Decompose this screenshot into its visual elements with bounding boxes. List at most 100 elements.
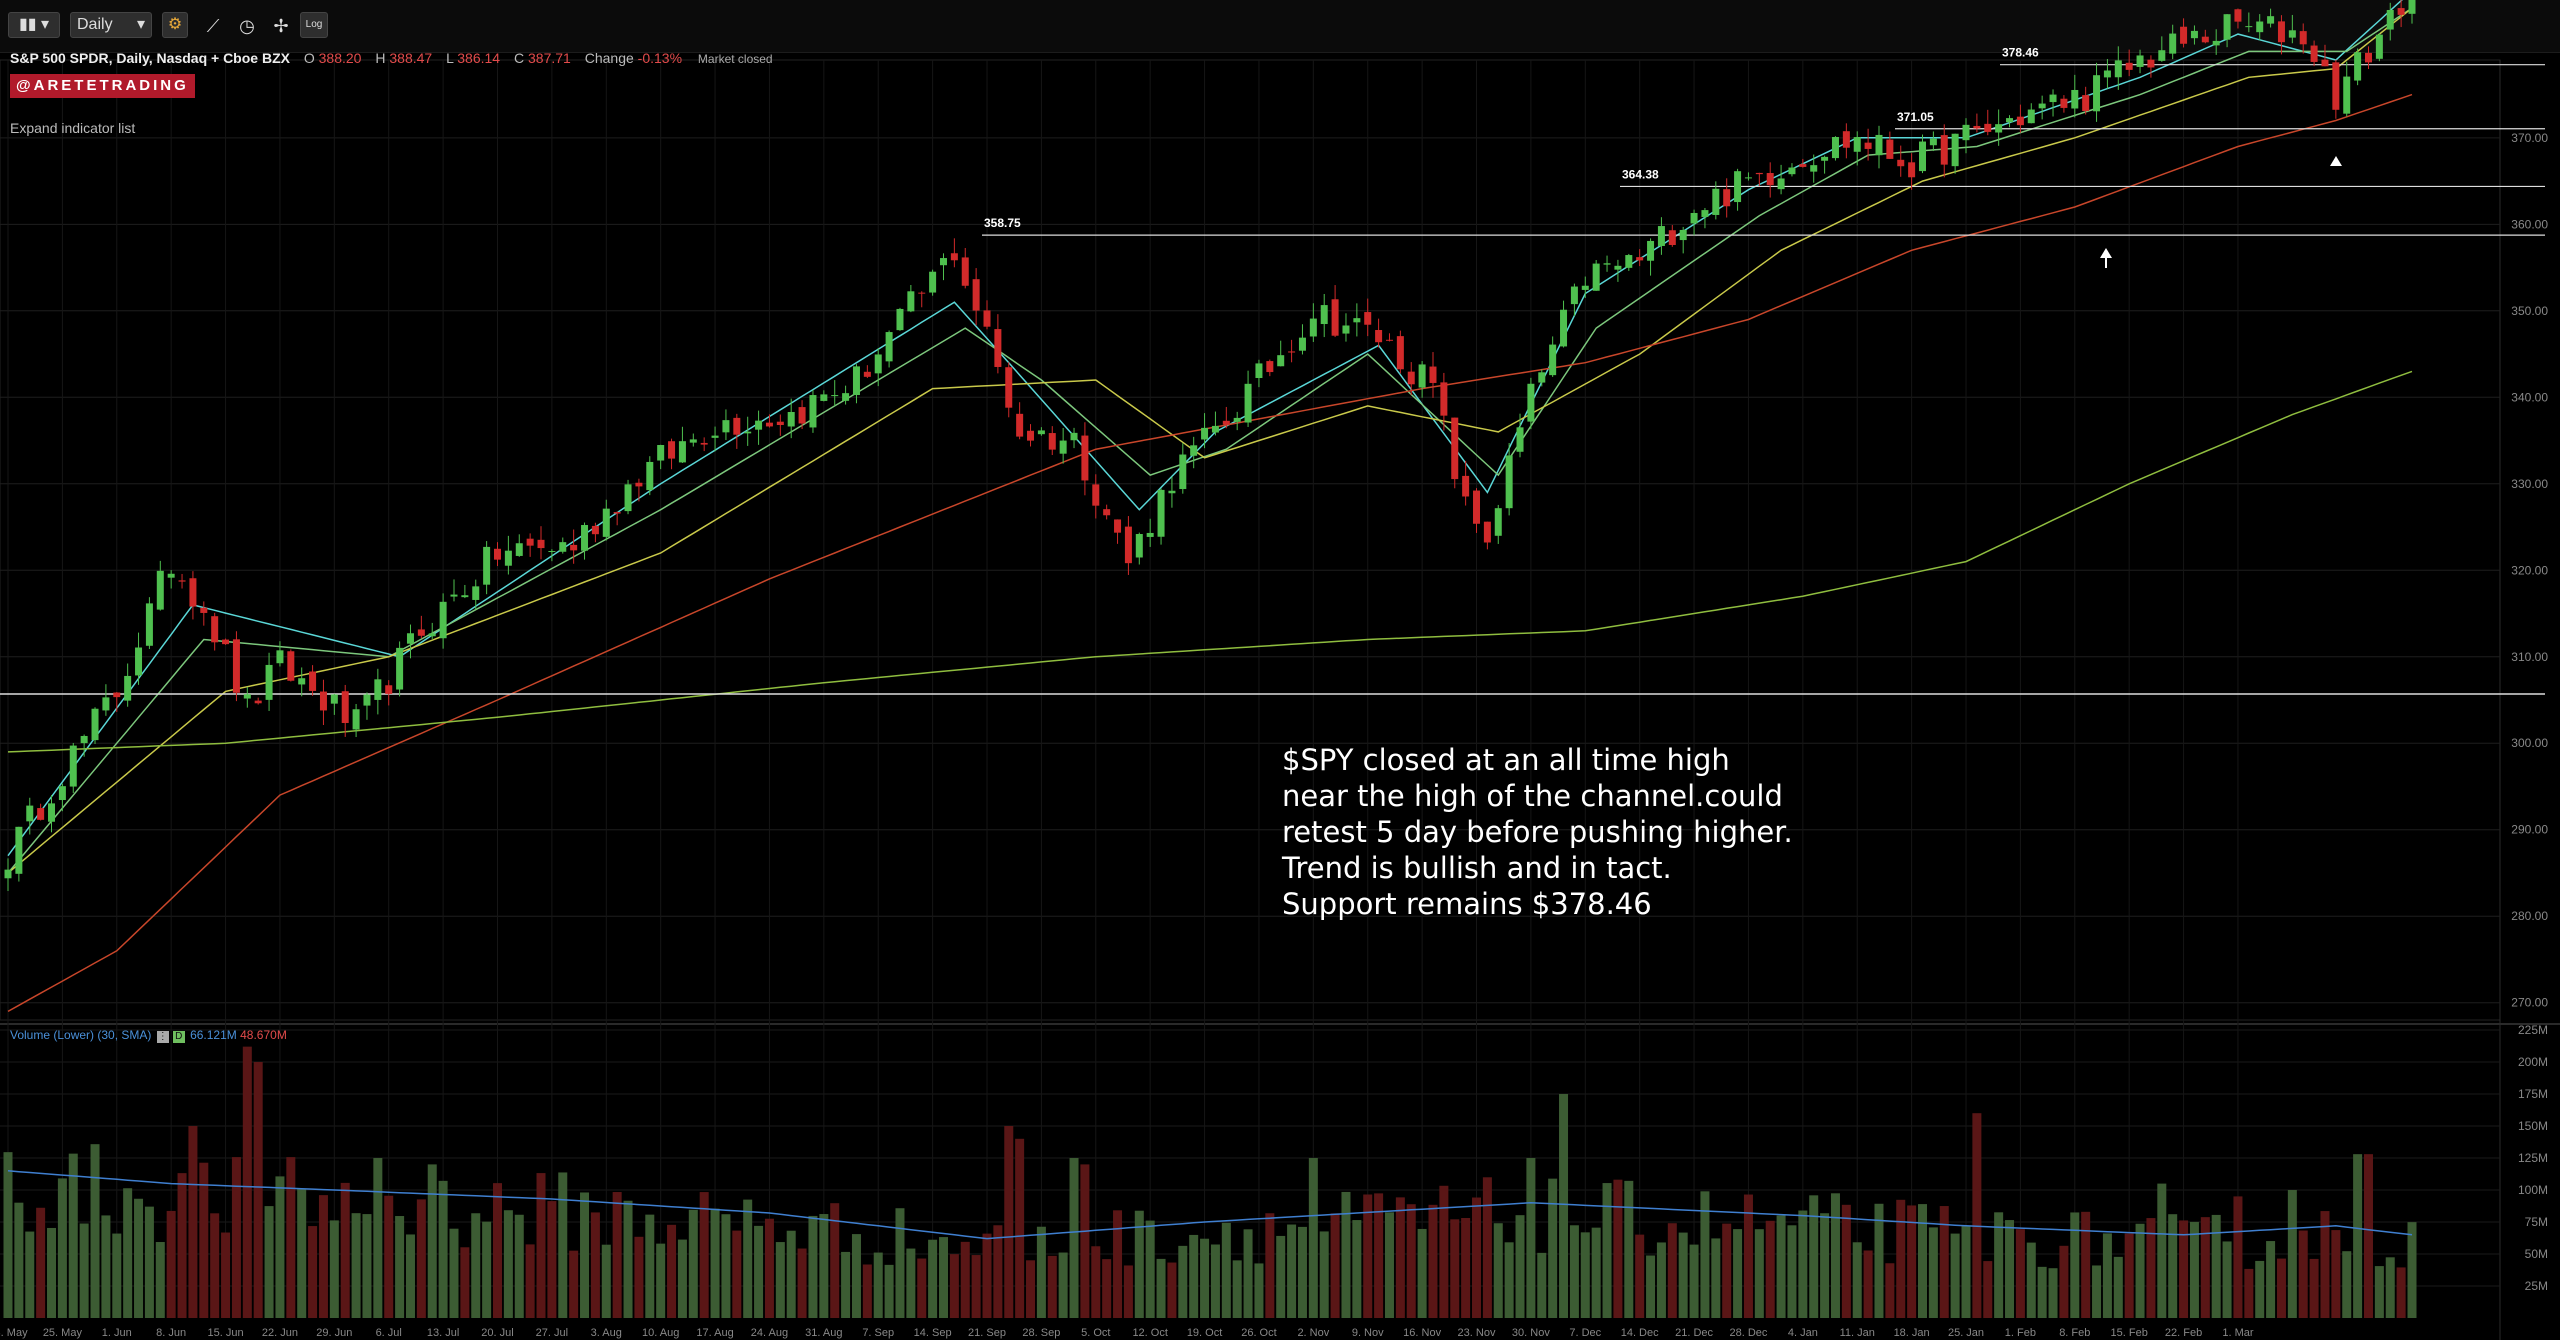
candle-body bbox=[37, 808, 45, 820]
date-tick-label: 28. Sep bbox=[1022, 1327, 1060, 1339]
candle-body bbox=[1222, 420, 1230, 425]
volume-bar bbox=[36, 1207, 46, 1318]
volume-bar bbox=[601, 1244, 611, 1318]
candle-body bbox=[1864, 142, 1872, 149]
candle-body bbox=[2147, 59, 2155, 68]
candle-body bbox=[222, 639, 230, 645]
candle-body bbox=[842, 393, 850, 401]
volume-bar bbox=[1559, 1094, 1569, 1318]
candle-body bbox=[1201, 427, 1209, 440]
volume-bar bbox=[79, 1223, 89, 1318]
candle-body bbox=[1679, 229, 1687, 241]
date-tick-label: 25. May bbox=[43, 1327, 83, 1339]
menu-icon[interactable]: ⋮ bbox=[156, 1031, 169, 1043]
price-tick-label: 310.00 bbox=[2511, 650, 2548, 664]
log-scale-button[interactable]: Log bbox=[300, 12, 328, 38]
candle-body bbox=[1766, 173, 1774, 186]
candle-body bbox=[341, 691, 349, 724]
price-tick-label: 270.00 bbox=[2511, 996, 2548, 1010]
candle-body bbox=[744, 431, 752, 434]
candle-body bbox=[689, 439, 697, 443]
volume-bar bbox=[1852, 1242, 1862, 1318]
volume-bar bbox=[1287, 1224, 1297, 1318]
volume-bar bbox=[2189, 1221, 2199, 1318]
period-select[interactable]: Daily ▾ bbox=[70, 12, 152, 38]
volume-bar bbox=[1635, 1234, 1645, 1318]
candle-body bbox=[2158, 50, 2166, 61]
brand-badge: @ARETETRADING bbox=[10, 74, 195, 98]
volume-bar bbox=[667, 1224, 677, 1318]
candle-body bbox=[787, 412, 795, 427]
candle-body bbox=[298, 678, 306, 685]
candle-body bbox=[189, 578, 197, 607]
candle-body bbox=[135, 647, 143, 676]
volume-bar bbox=[2255, 1260, 2265, 1318]
candle-body bbox=[1831, 136, 1839, 159]
volume-bar bbox=[1461, 1217, 1471, 1318]
volume-bar bbox=[1015, 1138, 1025, 1318]
volume-bar bbox=[188, 1126, 198, 1318]
candle-body bbox=[2299, 31, 2307, 45]
volume-bar bbox=[2037, 1266, 2047, 1318]
drawing-tool-button[interactable]: ⟋ bbox=[200, 14, 226, 38]
candle-body bbox=[1614, 265, 1622, 270]
volume-bar bbox=[1830, 1193, 1840, 1318]
date-tick-label: 28. Dec bbox=[1729, 1327, 1767, 1339]
volume-bar bbox=[1722, 1223, 1732, 1318]
candle-body bbox=[1320, 305, 1328, 325]
price-tick-label: 370.00 bbox=[2511, 131, 2548, 145]
candle-body bbox=[1527, 383, 1535, 422]
volume-bar bbox=[297, 1188, 307, 1318]
candle-body bbox=[1440, 382, 1448, 416]
volume-bar bbox=[699, 1192, 709, 1318]
settings-button[interactable]: ⚙ bbox=[162, 12, 188, 38]
volume-bar bbox=[493, 1183, 503, 1318]
candle-body bbox=[1027, 430, 1035, 441]
candle-body bbox=[1603, 263, 1611, 265]
volume-bar bbox=[1917, 1204, 1927, 1318]
expand-indicator-list-link[interactable]: Expand indicator list bbox=[10, 120, 136, 136]
candle-body bbox=[1168, 490, 1176, 494]
volume-bar bbox=[1787, 1225, 1797, 1318]
candle-body bbox=[1494, 508, 1502, 536]
volume-bar bbox=[819, 1214, 829, 1318]
volume-bar bbox=[1885, 1263, 1895, 1318]
date-tick-label: 12. Oct bbox=[1132, 1327, 1167, 1339]
ma-line-ma50 bbox=[7, 93, 2413, 1013]
clock-button[interactable]: ◷ bbox=[234, 14, 260, 38]
candle-body bbox=[167, 573, 175, 578]
volume-bar bbox=[1091, 1246, 1101, 1318]
volume-bar bbox=[1417, 1228, 1427, 1318]
volume-sma-line bbox=[7, 1170, 2413, 1240]
volume-bar bbox=[68, 1153, 78, 1318]
change-value: -0.13% bbox=[637, 50, 683, 66]
candle-body bbox=[1244, 383, 1252, 423]
candle-body bbox=[929, 271, 937, 293]
d-badge[interactable]: D bbox=[172, 1031, 185, 1043]
volume-bar bbox=[1602, 1183, 1612, 1318]
volume-bar bbox=[318, 1195, 328, 1318]
volume-bar bbox=[1754, 1229, 1764, 1318]
chart-style-button[interactable]: ▮▮ ▾ bbox=[8, 12, 60, 38]
date-tick-label: 15. Jun bbox=[208, 1327, 244, 1339]
candle-body bbox=[1277, 355, 1285, 367]
up-arrow-icon bbox=[2330, 156, 2342, 166]
crosshair-button[interactable]: ✢ bbox=[268, 14, 294, 38]
volume-bar bbox=[2005, 1220, 2015, 1318]
volume-bar bbox=[2211, 1214, 2221, 1318]
volume-bar bbox=[2113, 1256, 2123, 1318]
date-tick-label: 21. Sep bbox=[968, 1327, 1006, 1339]
candle-body bbox=[863, 371, 871, 377]
candle-body bbox=[1331, 299, 1339, 336]
volume-bar bbox=[1569, 1225, 1579, 1318]
volume-bar bbox=[482, 1221, 492, 1318]
date-tick-label: 1. Jun bbox=[102, 1327, 132, 1339]
price-tick-label: 330.00 bbox=[2511, 477, 2548, 491]
candle-body bbox=[2397, 8, 2405, 15]
volume-bar bbox=[47, 1227, 57, 1318]
volume-value-2: 48.670M bbox=[240, 1028, 287, 1042]
volume-bar bbox=[1689, 1244, 1699, 1318]
volume-bars bbox=[3, 1046, 2417, 1318]
date-tick-label: 29. Jun bbox=[316, 1327, 352, 1339]
